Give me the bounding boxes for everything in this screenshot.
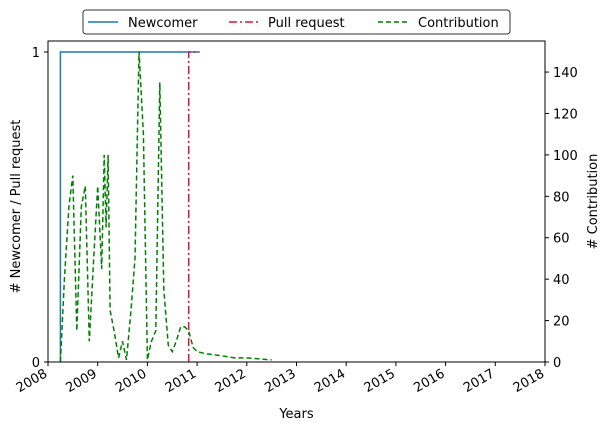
series-line-pull-request — [187, 51, 200, 362]
x-tick-label: 2015 — [362, 366, 398, 396]
series-line-contribution — [59, 51, 272, 363]
right-y-tick-label: 60 — [553, 232, 570, 247]
right-y-tick-label: 120 — [553, 107, 578, 122]
x-tick-label: 2010 — [113, 366, 149, 396]
x-tick-label: 2016 — [411, 366, 447, 396]
x-axis-title: Years — [278, 407, 314, 422]
legend-box — [82, 9, 511, 35]
right-y-tick-label: 140 — [553, 66, 578, 81]
plot-frame — [47, 40, 546, 363]
right-y-tick-label: 20 — [553, 315, 570, 330]
x-tick-label: 2018 — [511, 366, 547, 396]
left-y-axis-title: # Newcomer / Pull request — [9, 120, 24, 294]
right-y-tick-label: 40 — [553, 273, 570, 288]
series-line-newcomer — [59, 51, 200, 362]
left-y-tick-label: 1 — [32, 46, 40, 61]
legend-label: Contribution — [418, 16, 499, 31]
x-tick-label: 2013 — [262, 366, 298, 396]
right-y-tick-label: 0 — [553, 356, 561, 371]
right-y-axis-title: # Contribution — [586, 154, 601, 250]
right-y-tick-label: 80 — [553, 190, 570, 205]
axes: 2008 2009 2010 2011 2012 2013 2014 2015 2016 2017… — [14, 40, 578, 396]
x-tick-label: 2017 — [461, 366, 497, 396]
x-tick-label: 2009 — [64, 366, 100, 396]
plot-area — [59, 51, 272, 363]
x-tick-label: 2014 — [312, 366, 348, 396]
x-tick-label: 2012 — [213, 366, 249, 396]
legend-label: Newcomer — [128, 16, 198, 31]
legend: Newcomer Pull request Contribution — [82, 9, 511, 35]
left-y-tick-label: 0 — [32, 356, 40, 371]
x-tick-label: 2011 — [163, 366, 199, 396]
legend-label: Pull request — [268, 16, 345, 31]
right-y-tick-label: 100 — [553, 149, 578, 164]
